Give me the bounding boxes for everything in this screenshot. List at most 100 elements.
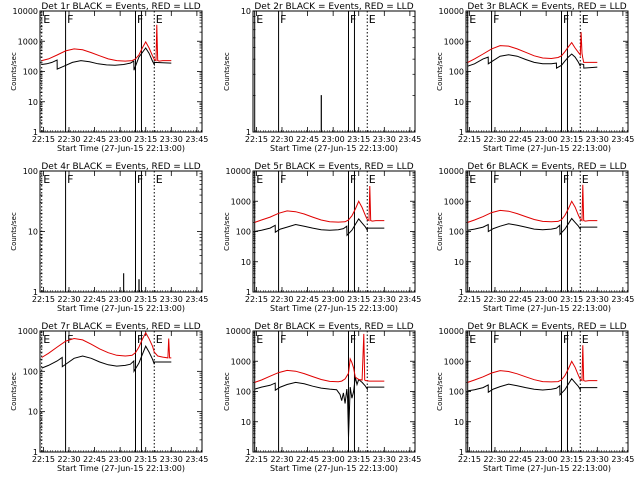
chart-3: Det 3r BLACK = Events, RED = LLD 1 10 100 10… [436, 2, 634, 153]
events-series-line [254, 376, 385, 438]
chart-5: Det 5r BLACK = Events, RED = LLD 1 10 100 10… [223, 162, 421, 313]
chart-title: Det 1r BLACK = Events, RED = LLD [41, 2, 200, 12]
chart-title: Det 7r BLACK = Events, RED = LLD [41, 322, 200, 332]
y-tick-label: 100 [449, 68, 464, 77]
y-tick-label: 1 [246, 288, 251, 297]
x-tick-label: 22:30 [270, 135, 293, 144]
chart-6: Det 6r BLACK = Events, RED = LLD 1 10 100 10… [436, 162, 634, 313]
y-tick-label: 100 [449, 388, 464, 397]
y-tick-label: 10 [454, 418, 464, 427]
segment-marker: F [280, 173, 286, 186]
x-tick-label: 23:30 [160, 455, 183, 464]
chart-8: Det 8r BLACK = Events, RED = LLD 1 10 100 10… [223, 322, 421, 473]
y-tick-label: 1 [33, 288, 38, 297]
plot-frame [252, 330, 416, 453]
x-tick-label: 23:00 [535, 135, 558, 144]
x-tick-label: 22:45 [296, 135, 319, 144]
lld-series-line [467, 345, 598, 383]
segment-marker: E [369, 13, 376, 26]
segment-marker: E [469, 173, 476, 186]
segment-marker: E [43, 333, 50, 346]
x-tick-label: 22:15 [458, 295, 481, 304]
segment-marker: E [469, 13, 476, 26]
x-tick-label: 23:30 [586, 135, 609, 144]
x-tick-label: 23:45 [611, 455, 634, 464]
segment-marker: F [563, 13, 569, 26]
segment-marker: F [137, 333, 143, 346]
x-tick-label: 22:45 [296, 295, 319, 304]
chart-title: Det 4r BLACK = Events, RED = LLD [41, 162, 200, 172]
x-tick-label: 22:15 [245, 135, 268, 144]
events-series-line [467, 217, 598, 236]
x-axis-label: Start Time (27-Jun-15 22:13:00) [270, 464, 398, 473]
events-series-line [254, 218, 385, 237]
x-tick-label: 22:15 [32, 455, 55, 464]
y-tick-label: 10 [28, 408, 38, 417]
x-tick-label: 23:00 [109, 135, 132, 144]
y-tick-label: 1000 [18, 37, 38, 46]
x-tick-label: 23:15 [134, 135, 157, 144]
y-axis-label: Counts/sec [436, 372, 444, 411]
x-tick-label: 23:00 [322, 455, 345, 464]
segment-marker: E [582, 173, 589, 186]
segment-marker: F [563, 173, 569, 186]
y-tick-label: 1 [33, 448, 38, 457]
x-tick-label: 23:30 [586, 295, 609, 304]
x-tick-label: 22:45 [83, 295, 106, 304]
lld-series-line [254, 333, 385, 383]
plot-frame [465, 170, 629, 293]
y-tick-label: 100 [236, 388, 251, 397]
x-tick-label: 22:45 [509, 295, 532, 304]
segment-marker: E [582, 333, 589, 346]
x-tick-label: 22:30 [270, 295, 293, 304]
chart-7: Det 7r BLACK = Events, RED = LLD 1 10 100 10… [10, 322, 208, 473]
x-tick-label: 22:30 [270, 455, 293, 464]
segment-marker: F [67, 13, 73, 26]
x-axis-label: Start Time (27-Jun-15 22:13:00) [270, 304, 398, 313]
y-axis-label: Counts/sec [223, 52, 231, 91]
segment-marker: E [369, 173, 376, 186]
x-tick-label: 22:15 [245, 455, 268, 464]
x-tick-label: 23:15 [560, 295, 583, 304]
lld-series-line [41, 331, 172, 359]
x-axis-label: Start Time (27-Jun-15 22:13:00) [57, 144, 185, 153]
y-tick-label: 1 [33, 128, 38, 137]
chart-9: Det 9r BLACK = Events, RED = LLD 1 10 100 10… [436, 322, 634, 473]
x-tick-label: 23:45 [611, 295, 634, 304]
events-series-line [123, 273, 140, 293]
y-axis-label: Counts/sec [223, 212, 231, 251]
segment-marker: F [350, 173, 356, 186]
chart-title: Det 8r BLACK = Events, RED = LLD [254, 322, 413, 332]
x-tick-label: 23:30 [586, 455, 609, 464]
y-tick-label: 1 [246, 448, 251, 457]
segment-marker: E [256, 173, 263, 186]
y-tick-label: 100 [236, 228, 251, 237]
y-tick-label: 1 [459, 448, 464, 457]
y-tick-label: 100 [449, 228, 464, 237]
x-tick-label: 23:30 [373, 135, 396, 144]
x-tick-label: 23:15 [560, 455, 583, 464]
x-axis-label: Start Time (27-Jun-15 22:13:00) [57, 464, 185, 473]
x-tick-label: 23:15 [134, 295, 157, 304]
x-tick-label: 23:30 [373, 455, 396, 464]
y-axis-label: Counts/sec [436, 52, 444, 91]
y-tick-label: 10 [241, 418, 251, 427]
segment-marker: E [582, 13, 589, 26]
chart-title: Det 5r BLACK = Events, RED = LLD [254, 162, 413, 172]
x-tick-label: 23:00 [322, 295, 345, 304]
y-tick-label: 1000 [444, 197, 464, 206]
chart-title: Det 2r BLACK = Events, RED = LLD [254, 2, 413, 12]
segment-marker: E [156, 173, 163, 186]
events-series-line [41, 47, 172, 71]
x-tick-label: 23:15 [347, 135, 370, 144]
x-tick-label: 23:15 [347, 455, 370, 464]
x-tick-label: 23:45 [611, 135, 634, 144]
segment-marker: F [493, 13, 499, 26]
y-axis-label: Counts/sec [223, 372, 231, 411]
plot-frame [39, 10, 203, 133]
x-tick-label: 23:45 [185, 295, 208, 304]
x-tick-label: 23:45 [398, 295, 421, 304]
segment-marker: E [156, 333, 163, 346]
x-tick-label: 23:45 [185, 135, 208, 144]
x-tick-label: 22:30 [57, 295, 80, 304]
